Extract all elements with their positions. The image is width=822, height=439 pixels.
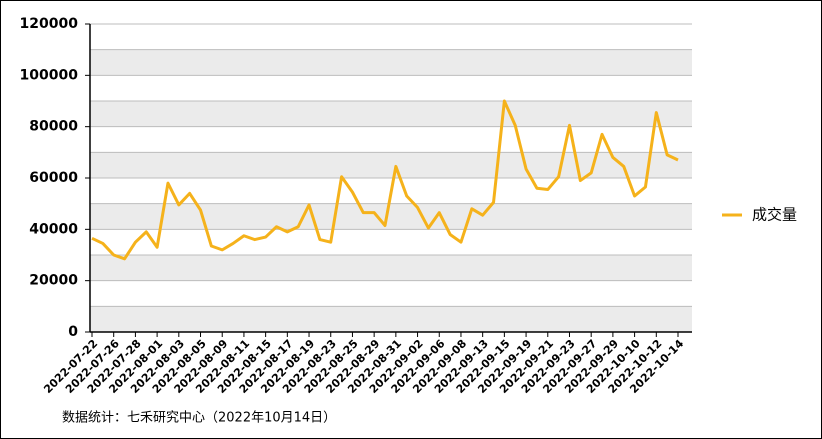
legend-label: 成交量 — [752, 206, 797, 224]
grid-band — [90, 49, 692, 76]
y-tick-label: 20000 — [29, 273, 78, 289]
y-tick-label: 40000 — [29, 221, 78, 237]
grid-band — [90, 203, 692, 230]
y-tick-label: 0 — [68, 324, 78, 340]
grid-band — [90, 306, 692, 332]
y-tick-label: 100000 — [20, 67, 79, 83]
grid-band — [90, 101, 692, 127]
line-series — [91, 99, 679, 261]
grid-band — [90, 255, 692, 281]
grid-band — [90, 152, 692, 178]
y-tick-label: 120000 — [20, 16, 79, 32]
y-tick-label: 80000 — [29, 119, 78, 135]
y-tick-label: 60000 — [29, 170, 78, 186]
source-note: 数据统计：七禾研究中心（2022年10月14日） — [62, 411, 336, 426]
